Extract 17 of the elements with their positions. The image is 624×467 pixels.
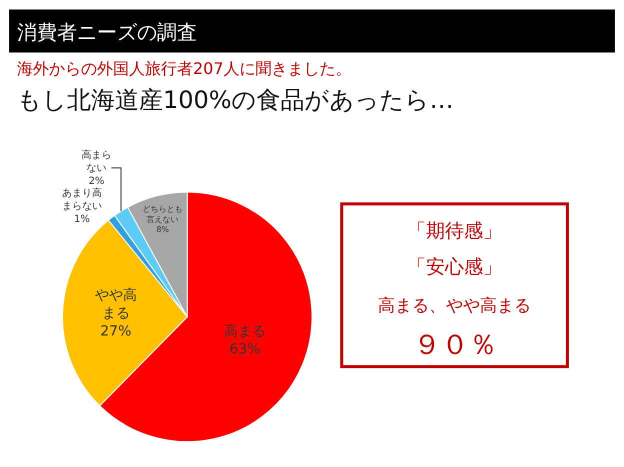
data-label: 8%: [156, 225, 170, 234]
text: 「安心感」: [407, 256, 502, 278]
text: ９０％: [413, 328, 497, 361]
text: 高まる、やや高まる: [378, 296, 531, 316]
slice-label: 高まる: [224, 323, 266, 340]
slice-label: やや高まる: [94, 287, 137, 322]
slice-label: 高まらない: [82, 148, 112, 174]
text: もし北海道産100%の食品があったら…: [17, 86, 454, 114]
chart-title: 消費者ニーズの調査: [17, 20, 197, 44]
data-label: 27%: [100, 324, 132, 340]
data-label: 1%: [74, 214, 90, 225]
slice-label: あまり高まらない: [62, 186, 102, 212]
data-label: 2%: [88, 176, 104, 187]
text: 「期待感」: [407, 220, 502, 242]
chart-subtitle: 海外からの外国人旅行者207人に聞きました。: [17, 59, 352, 78]
data-label: 63%: [229, 342, 261, 358]
slice-label: どちらとも言えない: [142, 204, 183, 224]
